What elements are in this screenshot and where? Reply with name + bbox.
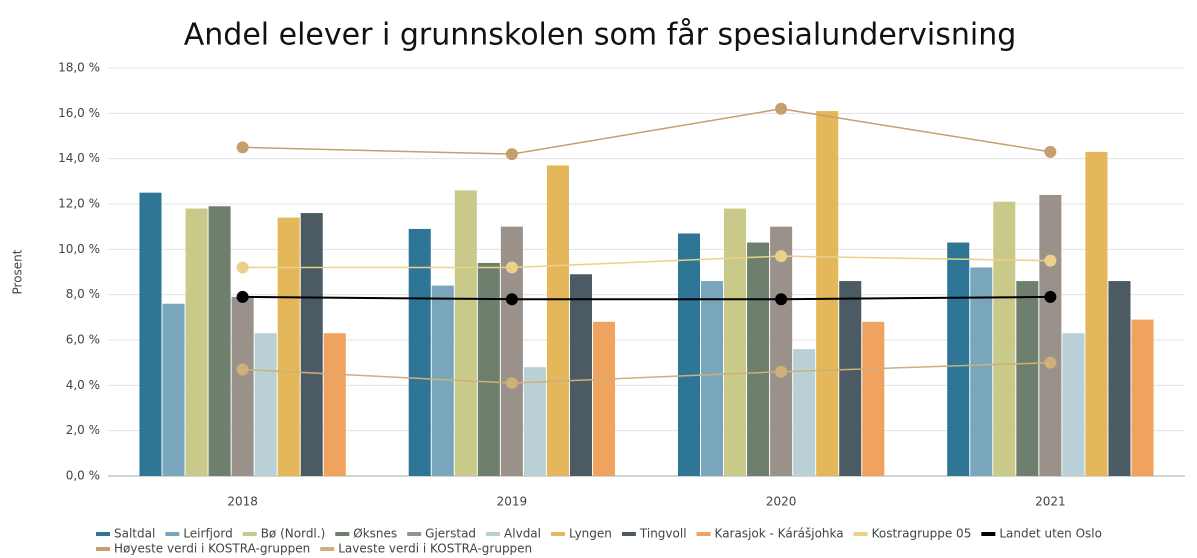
point [1044, 145, 1057, 158]
y-tick-label: 18,0 % [58, 61, 100, 75]
bar [500, 226, 523, 476]
bar [477, 262, 500, 476]
bar [569, 274, 593, 476]
legend-label: Laveste verdi i KOSTRA-gruppen [338, 542, 532, 556]
bar [839, 281, 862, 476]
bar [139, 192, 162, 476]
bar [254, 333, 277, 476]
line [242, 255, 1051, 269]
point [505, 293, 518, 306]
point [505, 377, 518, 390]
legend-label: Alvdal [504, 527, 541, 541]
bar [1108, 281, 1131, 476]
point [1044, 290, 1057, 303]
legend-item: Tingvoll [621, 527, 687, 541]
y-tick-label: 4,0 % [66, 378, 100, 392]
legend-label: Karasjok - Kárášjohka [715, 527, 844, 541]
bar [323, 333, 346, 476]
bar [770, 226, 793, 476]
bar [1131, 319, 1154, 476]
point [775, 102, 788, 115]
legend-item: Høyeste verdi i KOSTRA-gruppen [96, 542, 310, 556]
y-tick-label: 16,0 % [58, 106, 100, 120]
legend-item: Gjerstad [407, 527, 476, 541]
x-tick-label: 2019 [497, 495, 528, 509]
legend-label: Tingvoll [639, 527, 687, 541]
point [775, 250, 788, 263]
point [505, 148, 518, 161]
legend-label: Landet uten Oslo [999, 527, 1102, 541]
bar [300, 213, 323, 477]
legend-label: Bø (Nordl.) [261, 527, 326, 541]
legend-item: Karasjok - Kárášjohka [696, 527, 844, 541]
y-tick-label: 12,0 % [58, 197, 100, 211]
point [236, 363, 249, 376]
legend-label: Gjerstad [425, 527, 476, 541]
bar [747, 242, 770, 476]
legend-item: Leirfjord [165, 527, 233, 541]
bar [208, 206, 231, 476]
bar [431, 285, 454, 476]
chart-title: Andel elever i grunnskolen som får spesi… [184, 18, 1017, 53]
legend-item: Saltdal [96, 527, 155, 541]
bar [546, 165, 569, 476]
bar [277, 217, 300, 476]
point [236, 290, 249, 303]
point [1044, 356, 1057, 369]
y-tick-label: 14,0 % [58, 151, 100, 165]
x-tick-label: 2021 [1035, 495, 1066, 509]
bar [1016, 281, 1039, 476]
y-tick-label: 6,0 % [66, 333, 100, 347]
bar [231, 296, 254, 476]
bar [185, 208, 208, 477]
bar [993, 201, 1016, 476]
bar [970, 267, 993, 476]
y-tick-label: 2,0 % [66, 423, 100, 437]
y-tick-label: 8,0 % [66, 287, 100, 301]
legend-item: Bø (Nordl.) [242, 527, 326, 541]
bar [408, 228, 431, 476]
point [505, 261, 518, 274]
legend-item: Øksnes [335, 527, 397, 541]
legend-item: Kostragruppe 05 [853, 527, 972, 541]
y-axis-label: Prosent [11, 249, 25, 294]
bar [454, 190, 477, 476]
legend-label: Lyngen [569, 527, 612, 541]
y-tick-label: 0,0 % [66, 469, 100, 483]
point [775, 365, 788, 378]
legend-item: Alvdal [486, 527, 541, 541]
bar [724, 208, 747, 477]
bar [816, 111, 839, 477]
x-tick-label: 2020 [766, 495, 797, 509]
bar [677, 233, 700, 476]
bar [1085, 151, 1108, 476]
point [236, 261, 249, 274]
bar [793, 349, 816, 476]
bar [700, 281, 724, 476]
line [242, 361, 1051, 384]
bar [162, 303, 185, 476]
point [775, 293, 788, 306]
bar [593, 321, 616, 476]
bar [947, 242, 970, 476]
legend-item: Lyngen [551, 527, 612, 541]
legend-label: Leirfjord [183, 527, 232, 541]
line [242, 108, 1051, 155]
legend-label: Øksnes [353, 527, 397, 541]
bar [1062, 333, 1085, 476]
bar [862, 321, 885, 476]
bar [523, 367, 546, 476]
point [1044, 254, 1057, 267]
legend-label: Saltdal [114, 527, 155, 541]
legend-item: Landet uten Oslo [981, 527, 1102, 541]
line [242, 295, 1051, 301]
legend-label: Høyeste verdi i KOSTRA-gruppen [114, 542, 310, 556]
y-tick-label: 10,0 % [58, 242, 100, 256]
point [236, 141, 249, 154]
bar [1039, 194, 1062, 476]
x-tick-label: 2018 [227, 495, 258, 509]
legend-label: Kostragruppe 05 [872, 527, 972, 541]
legend-item: Laveste verdi i KOSTRA-gruppen [320, 542, 532, 556]
